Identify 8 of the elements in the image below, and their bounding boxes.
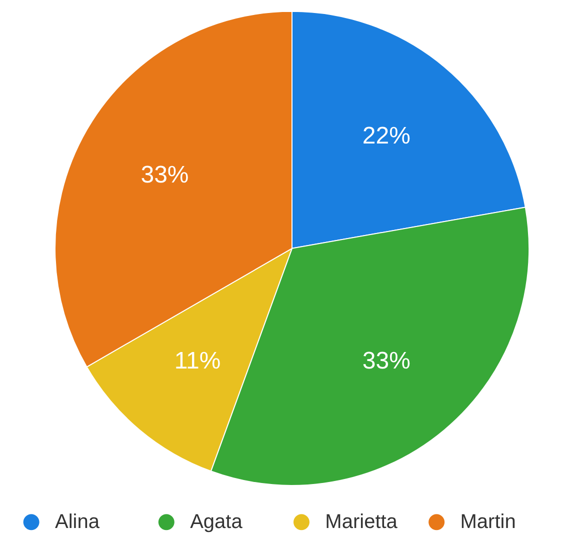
legend-label: Martin — [460, 511, 516, 534]
data-label: 11% — [174, 347, 221, 374]
legend-label: Alina — [55, 511, 100, 534]
data-label: 33% — [140, 161, 189, 188]
data-label: 33% — [362, 347, 410, 374]
legend-label: Marietta — [325, 511, 398, 534]
data-label: 22% — [362, 122, 410, 150]
legend-label: Agata — [190, 511, 244, 534]
